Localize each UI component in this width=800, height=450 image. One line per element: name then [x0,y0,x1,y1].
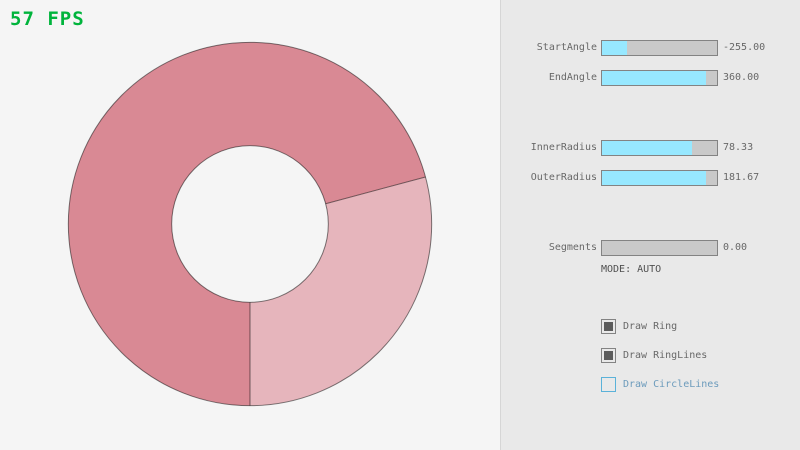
slider-outerradius-label: OuterRadius [530,172,597,183]
control-panel: StartAngle -255.00 EndAngle 360.00 Inner… [500,0,800,450]
slider-outerradius-value: 181.67 [723,172,760,183]
fps-counter: 57 FPS [10,8,85,30]
slider-endangle-label: EndAngle [548,72,597,83]
ring-sector-light [250,176,432,406]
ring-sector-dark [68,42,426,406]
checkbox-draw-ringlines[interactable]: Draw RingLines [601,347,707,363]
slider-endangle-bar[interactable] [601,70,718,86]
slider-row-endangle: EndAngle 360.00 [501,70,800,86]
checkbox-draw-circlelines[interactable]: Draw CircleLines [601,376,719,392]
slider-startangle-fill [602,41,627,55]
slider-segments-bar[interactable] [601,240,718,256]
slider-endangle-fill [602,71,706,85]
slider-startangle-value: -255.00 [723,42,766,53]
slider-outerradius-fill [602,171,707,185]
checkbox-draw-circlelines-label: Draw CircleLines [623,378,720,390]
slider-row-startangle: StartAngle -255.00 [501,40,800,56]
slider-innerradius-fill [602,141,693,155]
slider-outerradius-bar[interactable] [601,170,718,186]
slider-innerradius-label: InnerRadius [530,142,597,153]
checkbox-draw-ring[interactable]: Draw Ring [601,318,677,334]
checkbox-draw-ringlines-label: Draw RingLines [623,349,708,361]
slider-segments-label: Segments [548,242,597,253]
slider-startangle-label: StartAngle [536,42,597,53]
checkbox-draw-ring-box[interactable] [601,318,616,334]
checkbox-draw-circlelines-box[interactable] [601,376,616,392]
ring-graphic [67,41,433,407]
slider-segments-value: 0.00 [723,242,748,253]
slider-innerradius-value: 78.33 [723,142,754,153]
slider-innerradius-bar[interactable] [601,140,718,156]
mode-indicator: MODE: AUTO [601,264,662,275]
slider-startangle-bar[interactable] [601,40,718,56]
checkbox-draw-ring-label: Draw Ring [623,320,678,332]
slider-row-innerradius: InnerRadius 78.33 [501,140,800,156]
checkbox-draw-ringlines-box[interactable] [601,347,616,363]
ring-inner-line [171,145,329,303]
slider-row-outerradius: OuterRadius 181.67 [501,170,800,186]
ring-edge-line-right [325,176,426,205]
slider-endangle-value: 360.00 [723,72,760,83]
slider-row-segments: Segments 0.00 [501,240,800,256]
